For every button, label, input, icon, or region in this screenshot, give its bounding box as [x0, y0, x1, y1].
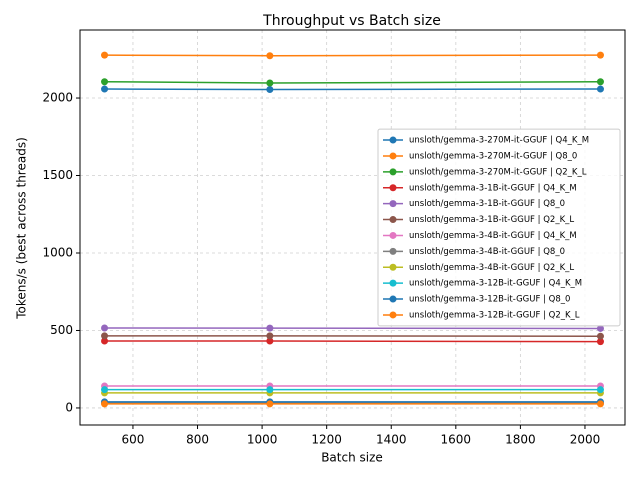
point [597, 400, 604, 407]
x-tick-label: 600 [121, 433, 144, 447]
point [597, 78, 604, 85]
y-tick-label: 1500 [42, 168, 73, 182]
legend-label: unsloth/gemma-3-270M-it-GGUF | Q8_0 [409, 151, 577, 161]
point [101, 400, 108, 407]
legend-marker [390, 296, 397, 303]
chart-title: Throughput vs Batch size [262, 13, 441, 29]
legend-label: unsloth/gemma-3-1B-it-GGUF | Q4_K_M [409, 183, 577, 193]
legend-marker [390, 168, 397, 175]
point [597, 333, 604, 340]
point [597, 86, 604, 93]
point [266, 79, 273, 86]
legend-label: unsloth/gemma-3-1B-it-GGUF | Q2_K_L [409, 215, 574, 225]
point [101, 324, 108, 331]
point [101, 332, 108, 339]
series-line [105, 55, 601, 56]
x-tick-label: 1800 [505, 433, 536, 447]
legend-label: unsloth/gemma-3-4B-it-GGUF | Q2_K_L [409, 263, 574, 273]
legend-marker [390, 200, 397, 207]
series-line [105, 82, 601, 83]
point [597, 386, 604, 393]
legend-marker [390, 232, 397, 239]
legend: unsloth/gemma-3-270M-it-GGUF | Q4_K_Muns… [378, 129, 620, 326]
y-tick-label: 0 [65, 400, 73, 414]
x-tick-label: 2000 [570, 433, 601, 447]
legend-label: unsloth/gemma-3-270M-it-GGUF | Q4_K_M [409, 136, 589, 146]
series-line [105, 341, 601, 342]
legend-marker [390, 264, 397, 271]
y-tick-label: 500 [50, 323, 73, 337]
point [266, 52, 273, 59]
legend-label: unsloth/gemma-3-12B-it-GGUF | Q8_0 [409, 295, 570, 305]
point [266, 386, 273, 393]
point [101, 386, 108, 393]
legend-marker [390, 216, 397, 223]
legend-marker [390, 248, 397, 255]
point [597, 52, 604, 59]
legend-label: unsloth/gemma-3-1B-it-GGUF | Q8_0 [409, 199, 565, 209]
x-tick-label: 1000 [247, 433, 278, 447]
x-tick-label: 1600 [441, 433, 472, 447]
legend-label: unsloth/gemma-3-4B-it-GGUF | Q4_K_M [409, 231, 577, 241]
y-tick-label: 1000 [42, 245, 73, 259]
point [101, 78, 108, 85]
x-axis-label: Batch size [321, 451, 383, 465]
legend-label: unsloth/gemma-3-4B-it-GGUF | Q8_0 [409, 247, 565, 257]
legend-marker [390, 280, 397, 287]
legend-label: unsloth/gemma-3-270M-it-GGUF | Q2_K_L [409, 167, 587, 177]
legend-marker [390, 184, 397, 191]
y-axis-label: Tokens/s (best across threads) [15, 137, 29, 320]
legend-marker [390, 137, 397, 144]
x-tick-label: 1200 [311, 433, 342, 447]
point [266, 400, 273, 407]
legend-marker [390, 311, 397, 318]
point [266, 86, 273, 93]
point [101, 86, 108, 93]
point [101, 52, 108, 59]
x-tick-label: 800 [186, 433, 209, 447]
legend-marker [390, 152, 397, 159]
y-tick-label: 2000 [42, 91, 73, 105]
legend-label: unsloth/gemma-3-12B-it-GGUF | Q4_K_M [409, 279, 582, 289]
x-tick-label: 1400 [376, 433, 407, 447]
point [266, 325, 273, 332]
point [266, 332, 273, 339]
legend-label: unsloth/gemma-3-12B-it-GGUF | Q2_K_L [409, 310, 580, 320]
